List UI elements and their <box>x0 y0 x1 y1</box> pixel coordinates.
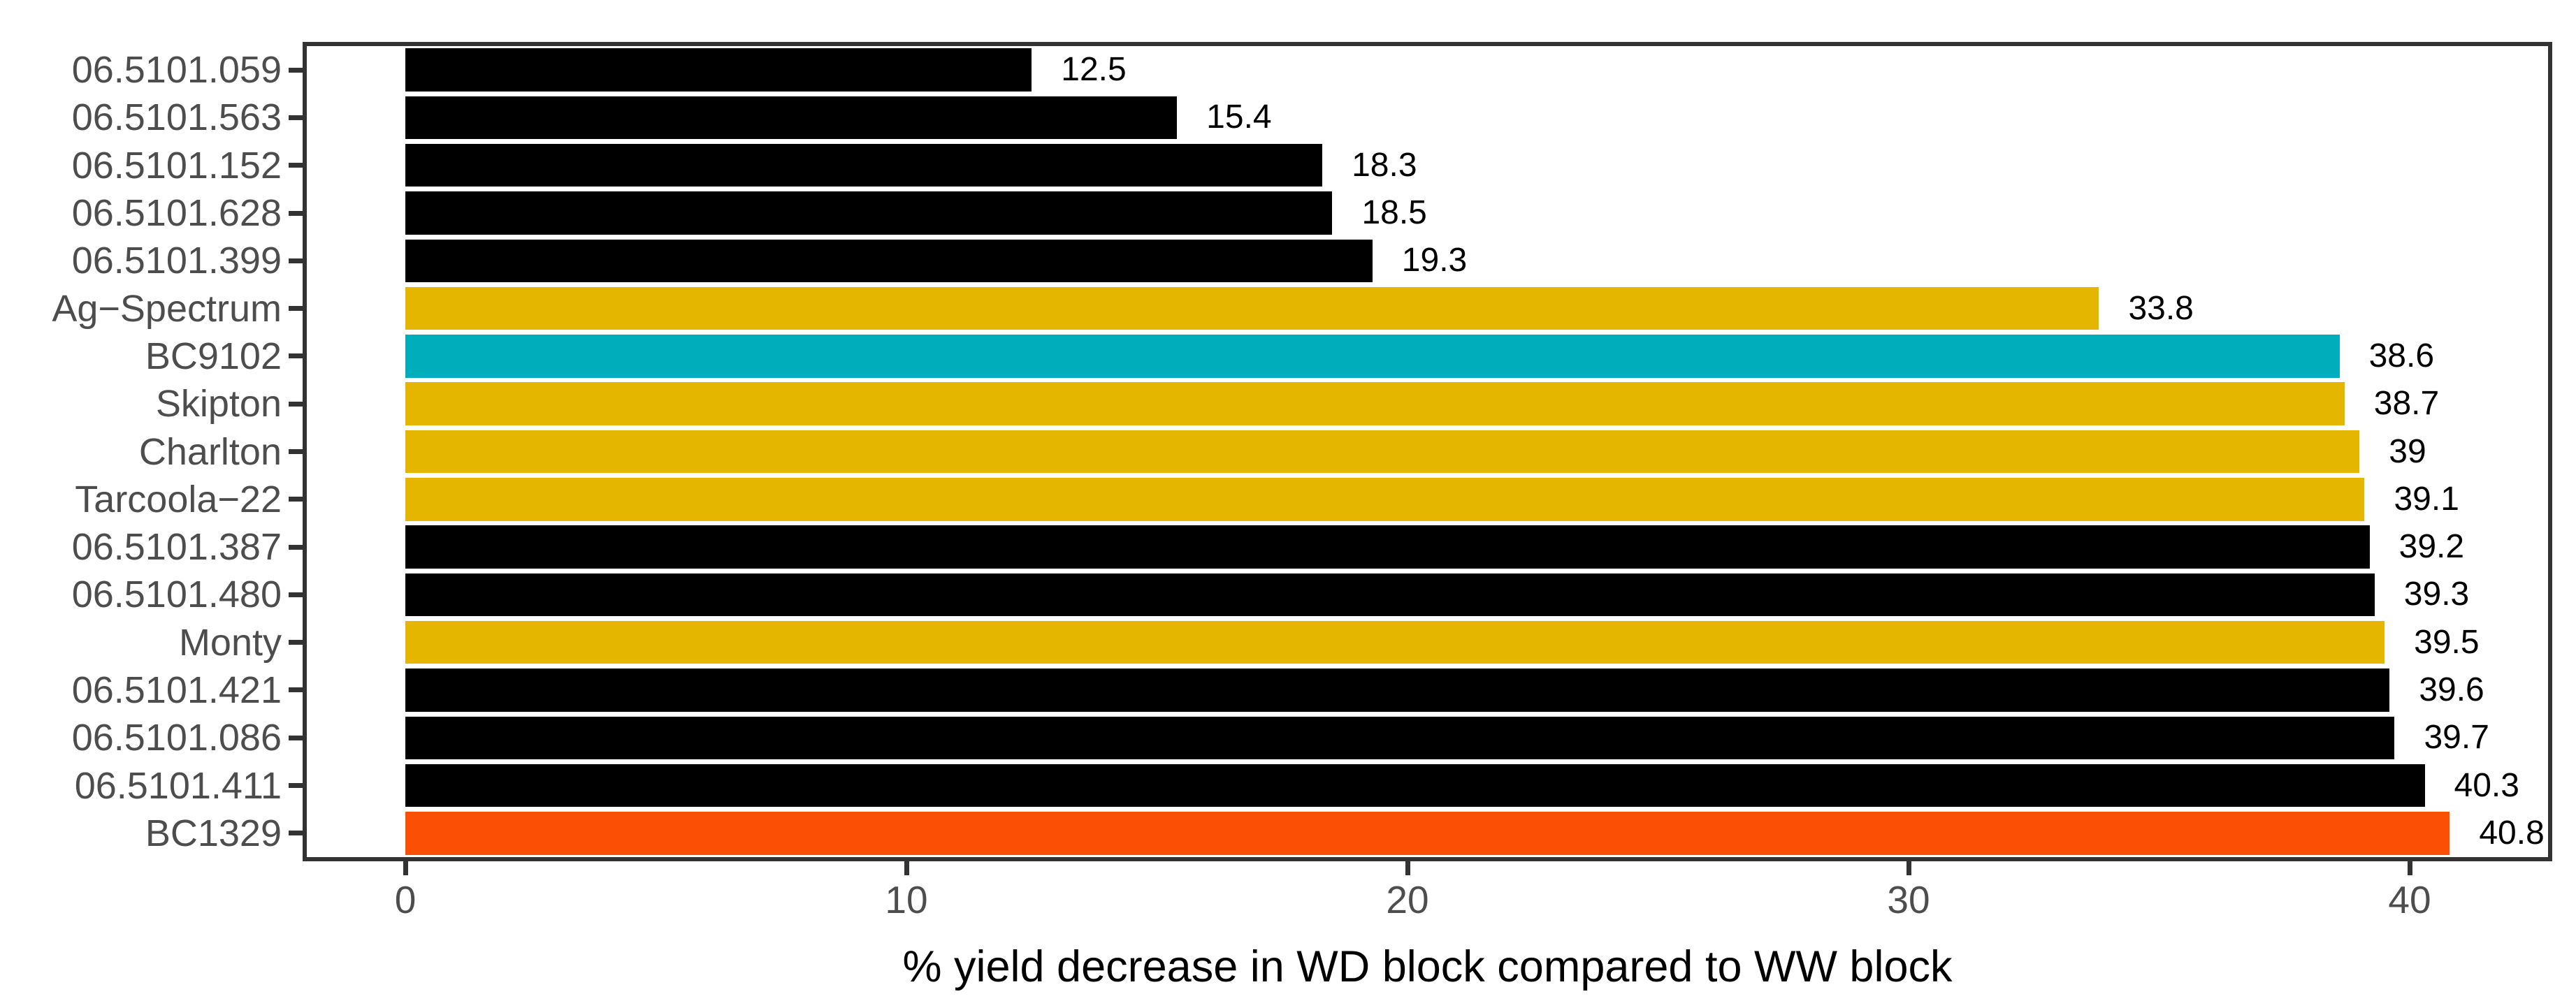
y-axis-label: 06.5101.628 <box>71 192 282 235</box>
value-label: 39.1 <box>2394 480 2459 518</box>
x-axis-title: % yield decrease in WD block compared to… <box>902 942 1953 991</box>
y-axis-label: Charlton <box>138 430 282 473</box>
y-tick <box>289 401 303 407</box>
x-tick <box>904 861 909 875</box>
bar <box>405 335 2340 378</box>
value-label: 38.7 <box>2373 385 2440 423</box>
x-tick-label: 40 <box>2388 878 2431 921</box>
y-tick <box>289 115 303 120</box>
bar <box>405 620 2385 664</box>
x-tick <box>1405 861 1410 875</box>
x-tick <box>2407 861 2412 875</box>
y-tick <box>289 783 303 789</box>
bar <box>405 286 2099 330</box>
value-label: 40.8 <box>2479 814 2545 852</box>
y-axis-label: 06.5101.421 <box>71 668 282 711</box>
y-axis-label: 06.5101.387 <box>71 526 282 569</box>
value-label: 39.6 <box>2419 671 2484 708</box>
y-axis-label: 06.5101.059 <box>71 49 282 92</box>
bar <box>405 144 1323 187</box>
bar <box>405 763 2425 808</box>
y-axis-label: 06.5101.411 <box>74 764 282 807</box>
bar <box>405 382 2345 425</box>
y-axis-label: 06.5101.152 <box>71 144 282 187</box>
y-tick <box>289 67 303 73</box>
y-tick <box>289 353 303 359</box>
bar <box>405 191 1333 235</box>
bar <box>405 716 2395 759</box>
x-tick-label: 0 <box>394 878 417 921</box>
value-label: 39.5 <box>2414 623 2480 661</box>
value-label: 33.8 <box>2128 289 2194 327</box>
x-tick-label: 10 <box>885 878 928 921</box>
x-tick-label: 30 <box>1887 878 1930 921</box>
value-label: 39.2 <box>2398 528 2465 566</box>
x-tick <box>1906 861 1911 875</box>
y-tick <box>289 210 303 216</box>
value-label: 18.3 <box>1352 146 1417 184</box>
value-label: 19.3 <box>1401 242 1468 279</box>
y-axis-label: Tarcoola−22 <box>75 478 282 520</box>
y-tick <box>289 640 303 645</box>
y-axis-label: 06.5101.399 <box>71 240 282 282</box>
bar <box>405 478 2365 521</box>
bar <box>405 239 1373 283</box>
x-tick <box>403 861 408 875</box>
bar <box>405 812 2450 855</box>
value-label: 39 <box>2389 432 2426 470</box>
value-label: 12.5 <box>1061 51 1127 89</box>
y-tick <box>289 163 303 168</box>
y-axis-label: BC9102 <box>145 335 282 377</box>
y-tick <box>289 592 303 597</box>
y-axis-label: 06.5101.480 <box>71 573 282 616</box>
value-label: 40.3 <box>2454 766 2519 804</box>
y-axis-label: Skipton <box>155 383 282 425</box>
y-tick <box>289 831 303 836</box>
y-tick <box>289 306 303 312</box>
y-tick <box>289 687 303 693</box>
value-label: 18.5 <box>1361 194 1427 232</box>
y-tick <box>289 497 303 502</box>
y-axis-label: Monty <box>178 621 282 664</box>
y-tick <box>289 544 303 550</box>
value-label: 39.3 <box>2403 576 2470 613</box>
value-label: 15.4 <box>1206 98 1272 136</box>
value-label: 38.6 <box>2368 337 2435 374</box>
y-axis-label: 06.5101.086 <box>71 717 282 759</box>
bar <box>405 573 2375 617</box>
y-axis-label: Ag−Spectrum <box>52 287 282 330</box>
y-tick <box>289 258 303 263</box>
y-axis-label: 06.5101.563 <box>71 96 282 139</box>
bar <box>405 430 2360 474</box>
bar <box>405 96 1178 140</box>
bar <box>405 668 2390 712</box>
bar <box>405 48 1032 92</box>
bar <box>405 525 2370 569</box>
value-label: 39.7 <box>2424 719 2489 757</box>
y-tick <box>289 735 303 740</box>
y-tick <box>289 449 303 454</box>
x-tick-label: 20 <box>1386 878 1429 921</box>
y-axis-label: BC1329 <box>145 812 282 854</box>
